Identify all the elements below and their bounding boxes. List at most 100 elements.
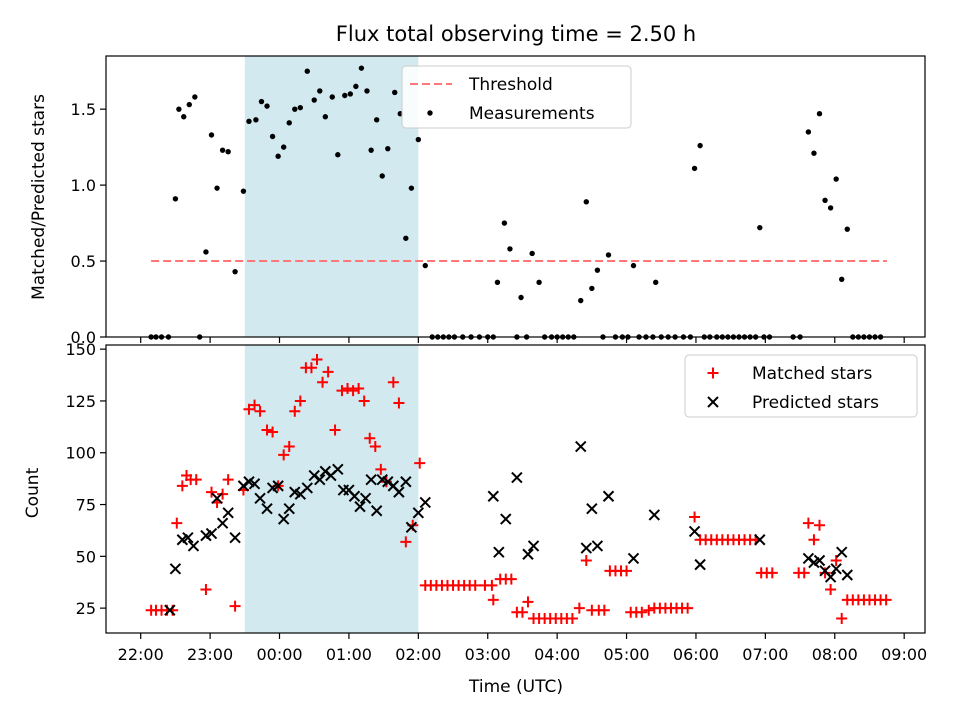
matched-stars-point — [229, 600, 241, 612]
legend-entry-label: Threshold — [468, 75, 553, 95]
predicted-stars-point — [248, 478, 261, 490]
matched-stars-point — [358, 395, 370, 407]
matched-stars-point — [573, 602, 585, 614]
matched-stars-point — [364, 432, 376, 444]
matched-stars-point — [393, 397, 405, 409]
matched-stars-point — [283, 441, 295, 453]
predicted-stars-point — [283, 502, 295, 515]
bottom-y-tick-label: 75 — [76, 496, 96, 515]
predicted-stars-point — [830, 563, 842, 575]
predicted-stars-point — [393, 486, 405, 498]
bottom-series-1 — [145, 354, 892, 624]
predicted-stars-point — [164, 604, 176, 616]
predicted-stars-point — [211, 492, 223, 505]
measurement-point — [208, 132, 215, 138]
matched-stars-point — [825, 583, 837, 595]
measurement-point — [583, 199, 589, 205]
predicted-stars-point — [359, 492, 372, 505]
measurement-point — [364, 88, 370, 94]
x-tick-label: 06:00 — [673, 645, 719, 664]
predicted-stars-point — [500, 513, 512, 525]
measurement-point — [311, 97, 317, 103]
x-tick-label: 08:00 — [812, 645, 858, 664]
measurement-point — [422, 262, 428, 269]
matched-stars-point — [249, 399, 261, 411]
measurement-point — [805, 129, 812, 135]
predicted-stars-point — [836, 546, 848, 558]
measurement-point — [246, 118, 252, 125]
predicted-stars-point — [216, 517, 229, 529]
matched-stars-point — [798, 567, 810, 579]
predicted-stars-point — [370, 505, 383, 517]
matched-stars-point — [621, 565, 633, 577]
measurement-point — [322, 114, 329, 120]
matched-stars-point — [580, 554, 592, 566]
measurement-point — [240, 188, 247, 194]
matched-stars-point — [176, 480, 188, 492]
predicted-stars-point — [412, 507, 425, 519]
matched-stars-point — [566, 612, 578, 624]
bottom-series-2 — [164, 440, 853, 616]
matched-stars-point — [387, 376, 399, 388]
predicted-stars-point — [314, 473, 326, 486]
matched-stars-point — [171, 517, 183, 529]
measurement-point — [232, 268, 238, 275]
matched-stars-point — [682, 602, 694, 614]
measurement-point — [822, 197, 828, 203]
matched-stars-point — [342, 383, 354, 395]
bottom-y-tick-label: 125 — [65, 392, 96, 411]
matched-stars-point — [369, 441, 381, 453]
measurement-point — [578, 297, 584, 304]
measurement-point — [408, 185, 415, 191]
matched-stars-point — [317, 376, 329, 388]
predicted-stars-point — [522, 548, 534, 560]
predicted-stars-point — [586, 502, 598, 515]
chart-title: Flux total observing time = 2.50 h — [336, 22, 696, 46]
measurement-point — [358, 65, 365, 71]
matched-stars-point — [305, 362, 317, 374]
x-tick-label: 23:00 — [187, 645, 233, 664]
matched-stars-point — [505, 573, 517, 585]
measurement-point — [494, 279, 501, 286]
x-tick-label: 05:00 — [603, 645, 649, 664]
bottom-axes-frame — [105, 344, 926, 634]
measurement-point — [203, 249, 209, 255]
matched-stars-point — [643, 604, 655, 616]
predicted-stars-point — [405, 521, 418, 534]
predicted-stars-point — [254, 492, 266, 505]
matched-stars-point — [400, 536, 412, 548]
measurement-point — [292, 106, 298, 112]
top-y-tick-label: 0.0 — [71, 328, 96, 347]
matched-stars-point — [830, 554, 842, 566]
matched-stars-point — [254, 405, 266, 417]
measurement-point — [385, 145, 391, 152]
predicted-stars-point — [400, 476, 412, 488]
predicted-stars-point — [272, 480, 284, 492]
measurement-point — [219, 147, 226, 153]
predicted-stars-point — [332, 463, 344, 476]
top-legend-box — [401, 65, 632, 129]
measurement-point — [192, 94, 198, 100]
matched-stars-point — [261, 424, 273, 436]
top-legend: Threshold Measurements — [401, 65, 632, 129]
predicted-stars-point — [824, 571, 837, 583]
predicted-stars-point — [602, 490, 615, 502]
matched-stars-point — [375, 463, 387, 475]
matched-stars-point — [289, 405, 301, 417]
bottom-y-tick-label: 50 — [76, 547, 96, 566]
matched-stars-point — [278, 449, 290, 461]
bottom-y-axis-label: Count — [23, 467, 43, 518]
bottom-legend-box — [684, 354, 918, 418]
bottom-y-tick-label: 25 — [76, 599, 96, 618]
matched-stars-point — [311, 354, 323, 366]
legend-predicted-swatch — [707, 396, 719, 408]
top-y-tick-label: 1.5 — [71, 100, 96, 119]
matched-stars-point — [516, 606, 528, 618]
matched-stars-point — [814, 519, 826, 531]
top-y-tick-label: 0.5 — [71, 252, 96, 271]
predicted-stars-point — [841, 569, 853, 581]
predicted-stars-point — [277, 513, 290, 525]
predicted-stars-point — [419, 496, 431, 509]
measurement-point — [181, 114, 187, 120]
